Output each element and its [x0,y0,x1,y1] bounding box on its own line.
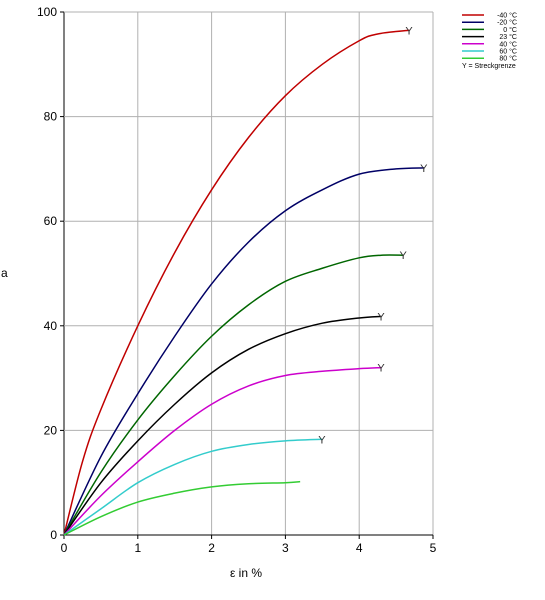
x-tick-label: 0 [61,541,68,555]
legend-entry: -40 °C [497,12,517,20]
yield-marker: Y [318,434,326,446]
legend-entry: 0 °C [503,26,517,34]
y-axis-label: a [1,266,8,280]
x-tick-label: 5 [430,541,437,555]
x-tick-label: 4 [356,541,363,555]
y-tick-label: 60 [44,214,58,228]
y-tick-label: 0 [50,528,57,542]
x-tick-label: 2 [208,541,215,555]
y-tick-label: 40 [44,319,58,333]
y-tick-label: 100 [37,5,57,19]
legend-entry: 80 °C [499,55,517,63]
grid [63,11,434,536]
legend-note: Y = Streckgrenze [462,63,516,70]
series-lines [63,29,425,536]
yield-marker: Y [405,25,413,37]
yield-marker: Y [420,163,428,175]
y-tick-label: 80 [44,110,58,124]
series-line [63,366,382,536]
x-tick-label: 3 [282,541,289,555]
legend: -40 °C-20 °C0 °C23 °C40 °C60 °C80 °CY = … [462,12,517,70]
yield-marker: Y [377,363,385,375]
series-line [63,438,323,536]
series-line [63,254,404,536]
axis-ticks: 0 1 2 3 4 5 0 20 40 60 80 100 [37,5,437,555]
x-tick-label: 1 [134,541,141,555]
yield-marker: Y [399,250,407,262]
series-line [63,167,425,536]
legend-entry: 40 °C [499,40,517,48]
yield-marker: Y [377,311,385,323]
series-line [63,480,301,536]
legend-entry: 60 °C [499,48,517,56]
series-line [63,315,382,536]
legend-entry: -20 °C [497,19,517,27]
legend-entry: 23 °C [499,33,517,41]
x-axis-label: ε in % [230,566,262,580]
series-line [63,29,410,536]
yield-markers: Y Y Y Y Y Y [318,25,428,446]
y-tick-label: 20 [44,423,58,437]
